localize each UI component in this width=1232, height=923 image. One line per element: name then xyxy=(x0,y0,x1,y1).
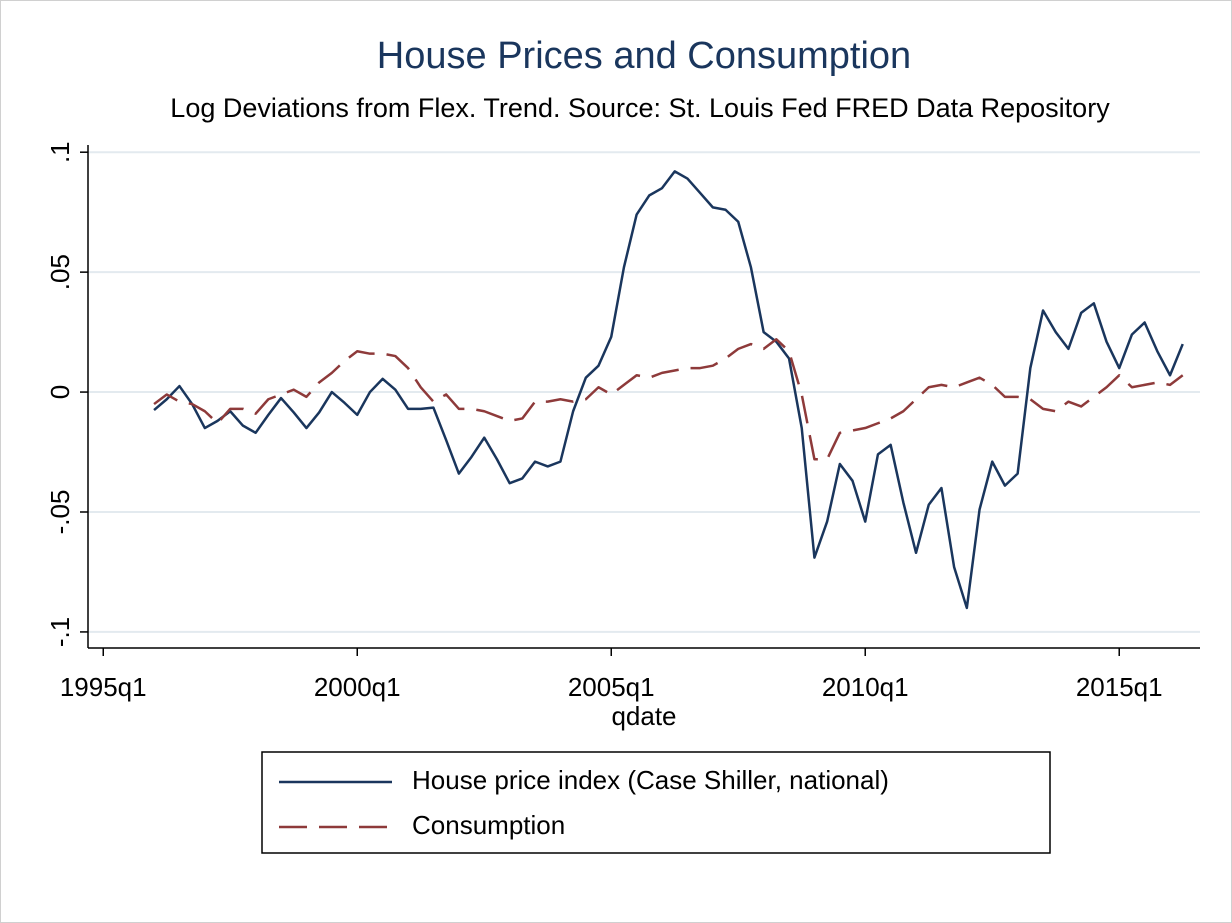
y-tick-label: -.05 xyxy=(45,490,75,535)
x-tick-label: 2015q1 xyxy=(1076,672,1163,702)
chart-title: House Prices and Consumption xyxy=(377,35,911,77)
x-tick-label: 2005q1 xyxy=(568,672,655,702)
x-tick-label: 2010q1 xyxy=(822,672,909,702)
legend-label: Consumption xyxy=(412,810,565,840)
x-axis-title: qdate xyxy=(611,701,676,731)
y-tick-label: -.1 xyxy=(45,617,75,647)
x-tick-label: 2000q1 xyxy=(314,672,401,702)
y-tick-label: 0 xyxy=(45,385,75,399)
x-tick-label: 1995q1 xyxy=(60,672,147,702)
y-tick-label: .1 xyxy=(45,141,75,163)
series-line xyxy=(153,170,1184,610)
legend-box xyxy=(261,751,1051,854)
chart-subtitle: Log Deviations from Flex. Trend. Source:… xyxy=(170,93,1110,123)
y-tick-label: .05 xyxy=(45,254,75,290)
series-line xyxy=(153,338,1184,461)
legend-label: House price index (Case Shiller, nationa… xyxy=(412,765,889,795)
